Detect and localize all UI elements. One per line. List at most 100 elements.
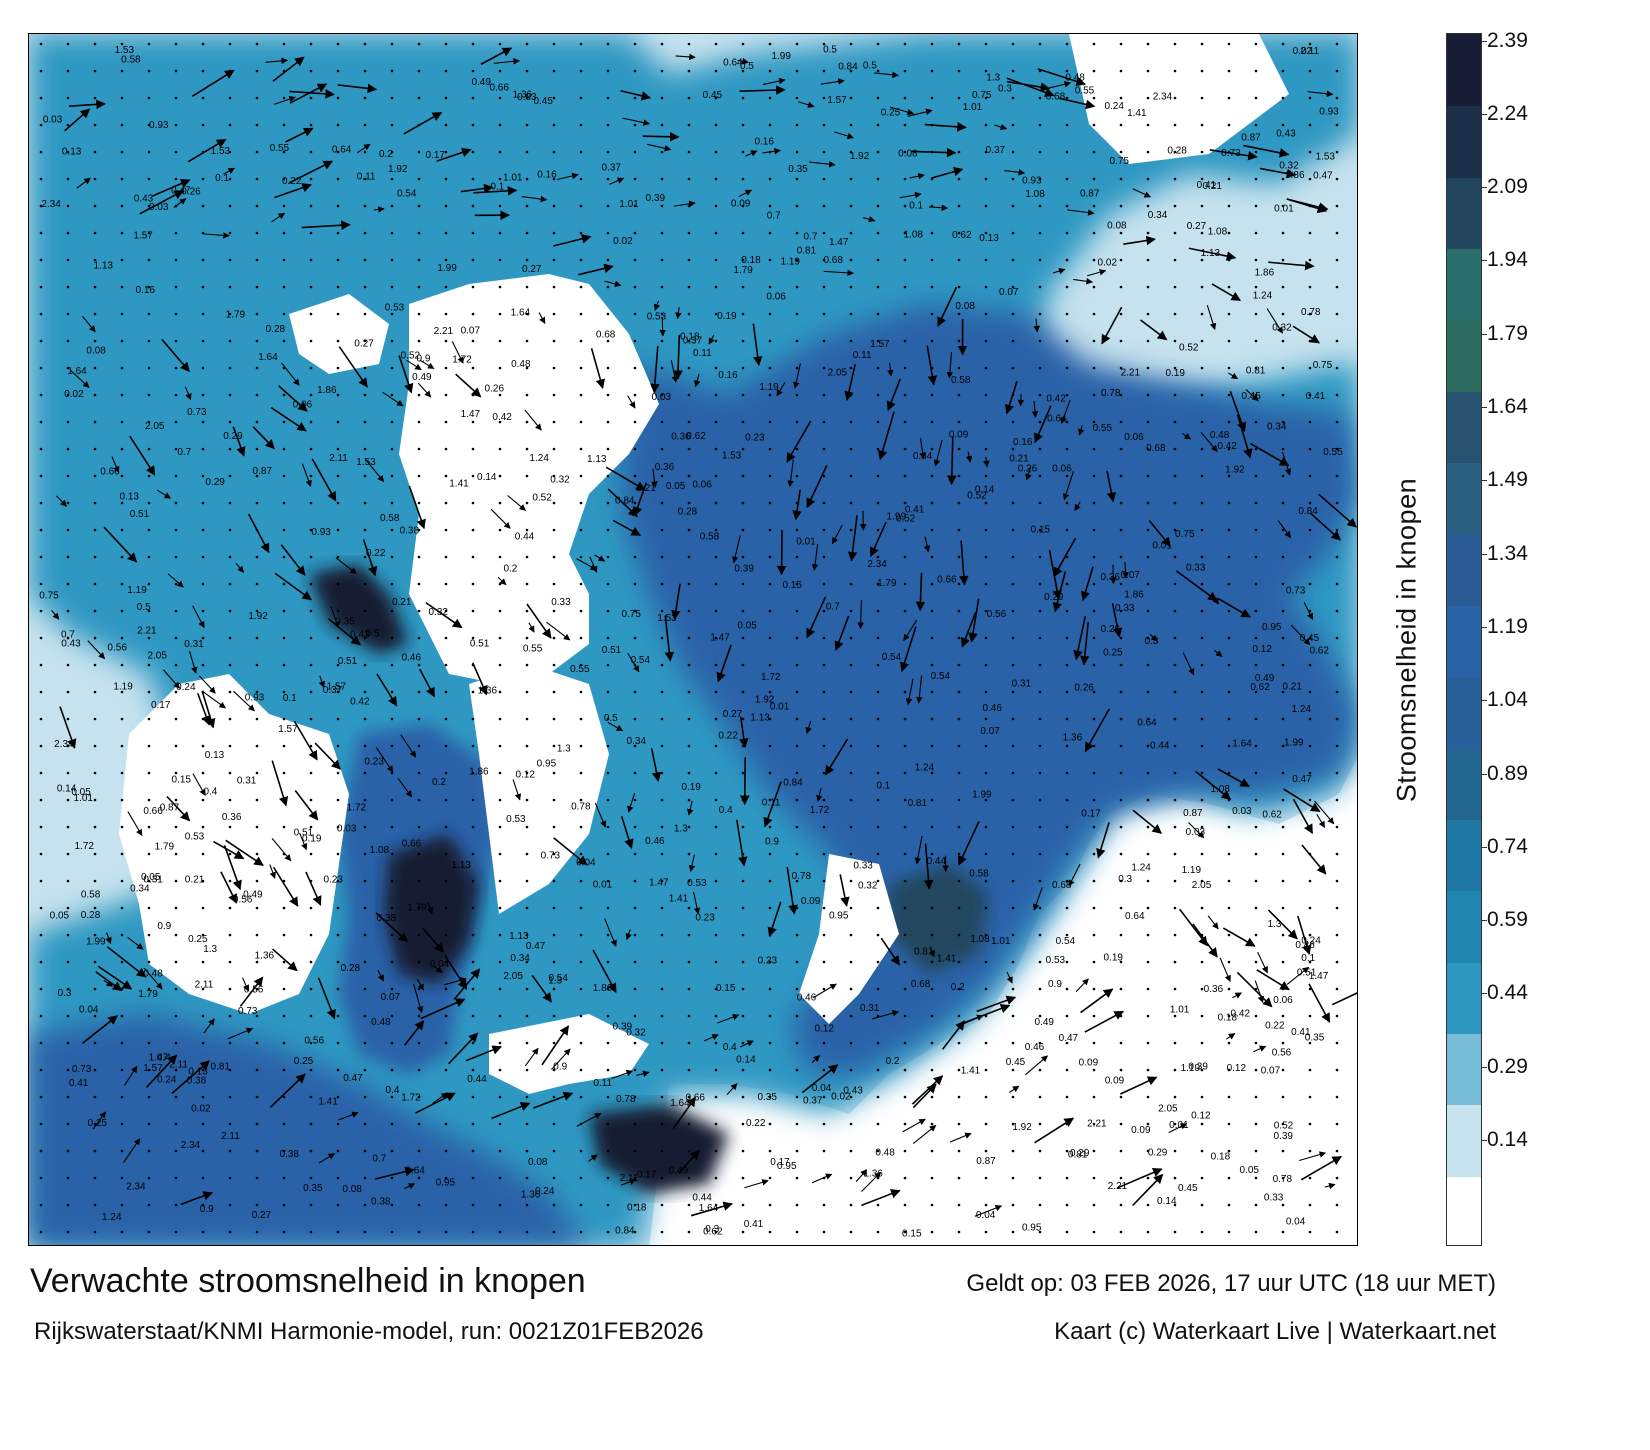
grid-dot [876,366,880,370]
grid-dot [1092,420,1096,424]
grid-dot [687,1068,691,1072]
current-arrow [911,147,957,158]
speed-label: 0.51 [130,509,150,520]
grid-dot [552,1095,556,1099]
grid-dot [255,879,259,883]
speed-label: 1.53 [1316,152,1336,163]
colorbar-tick-label: 0.44 [1487,981,1528,1005]
grid-dot [309,339,313,343]
grid-dot [174,987,178,991]
grid-dot [957,1095,961,1099]
speed-label: 0.62 [703,1226,723,1237]
grid-dot [417,1230,421,1234]
grid-dot [39,636,43,640]
grid-dot [822,663,826,667]
grid-dot [1173,582,1177,586]
grid-dot [66,150,70,154]
current-speed-map[interactable]: 0.48 0.51 0.46 0.49 0.45 0.41 0.32 0.5 0.52 0.53 0… [28,33,1358,1246]
colorbar-label: Stroomsnelheid in knopen [1391,477,1422,803]
grid-dot [1092,285,1096,289]
grid-dot [363,177,367,181]
grid-dot [957,1014,961,1018]
grid-dot [1227,312,1231,316]
current-arrow [557,172,579,181]
current-arrow [139,190,184,215]
grid-dot [120,501,124,505]
grid-dot [930,1095,934,1099]
grid-dot [363,744,367,748]
grid-dot [228,609,232,613]
grid-dot [1173,933,1177,937]
grid-dot [876,177,880,181]
grid-dot [849,1149,853,1153]
speed-label: 0.53 [506,814,526,825]
grid-dot [201,609,205,613]
grid-dot [1173,1068,1177,1072]
grid-dot [741,312,745,316]
speed-label: 0.37 [323,685,343,696]
grid-dot [336,987,340,991]
grid-dot [552,501,556,505]
grid-dot [903,123,907,127]
grid-dot [876,69,880,73]
speed-label: 0.11 [593,1078,612,1089]
current-arrow [191,69,235,98]
grid-dot [903,204,907,208]
grid-dot [525,366,529,370]
grid-dot [849,177,853,181]
speed-label: 0.24 [1104,101,1124,112]
current-arrow [425,601,463,629]
speed-label: 1.19 [759,382,779,393]
grid-dot [255,96,259,100]
current-arrow [820,78,845,85]
grid-dot [714,474,718,478]
grid-dot [687,852,691,856]
grid-dot [471,906,475,910]
grid-dot [390,555,394,559]
grid-dot [822,1068,826,1072]
grid-dot [39,366,43,370]
grid-dot [1335,717,1339,721]
grid-dot [687,1176,691,1180]
grid-dot [120,1230,124,1234]
grid-dot [903,528,907,532]
grid-dot [1146,474,1150,478]
grid-dot [444,744,448,748]
grid-dot [282,960,286,964]
grid-dot [498,447,502,451]
grid-dot [1065,798,1069,802]
grid-dot [741,933,745,937]
grid-dot [903,933,907,937]
speed-label: 0.07 [461,325,481,336]
grid-dot [849,636,853,640]
grid-dot [417,825,421,829]
grid-dot [552,636,556,640]
grid-dot [1119,123,1123,127]
grid-dot [1038,150,1042,154]
grid-dot [876,879,880,883]
speed-label: 0.56 [244,985,264,996]
grid-dot [93,987,97,991]
grid-dot [795,960,799,964]
speed-label: 0.58 [951,375,971,386]
grid-dot [93,501,97,505]
grid-dot [1335,744,1339,748]
current-arrow [68,99,106,110]
grid-dot [228,150,232,154]
speed-label: 0.22 [746,1118,766,1129]
grid-dot [309,960,313,964]
speed-label: 1.47 [710,632,730,643]
speed-label: 1.57 [327,681,347,692]
grid-dot [1173,123,1177,127]
grid-dot [903,879,907,883]
current-arrow [70,369,90,388]
grid-dot [228,1149,232,1153]
grid-dot [1254,879,1258,883]
grid-dot [1173,798,1177,802]
grid-dot [1092,528,1096,532]
current-arrow [129,435,156,476]
grid-dot [1335,1149,1339,1153]
speed-label: 1.41 [937,953,957,964]
grid-dot [768,1230,772,1234]
speed-label: 2.34 [181,1140,201,1151]
